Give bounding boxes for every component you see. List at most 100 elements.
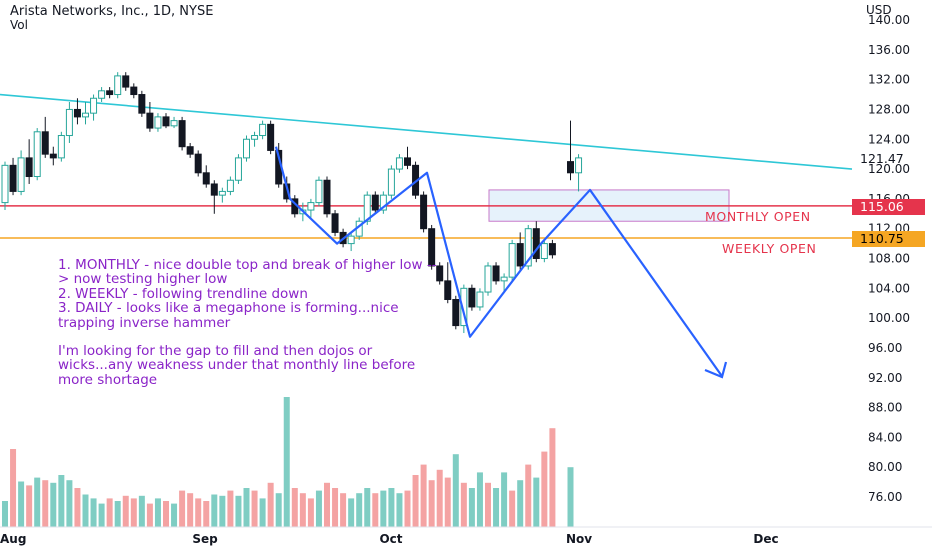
volume-bars — [2, 397, 574, 527]
candle-body — [49, 153, 57, 159]
volume-bar — [476, 472, 483, 527]
candle-body — [82, 112, 89, 118]
volume-bar — [243, 488, 250, 527]
candle-body — [210, 183, 218, 196]
volume-bar — [348, 498, 355, 527]
volume-bar — [509, 490, 516, 527]
candle-body — [363, 194, 371, 222]
candle-body — [404, 157, 411, 166]
analysis-notes: 1. MONTHLY - nice double top and break o… — [58, 258, 438, 387]
candle-body — [444, 280, 452, 300]
candle-body — [130, 86, 138, 96]
volume-bar — [82, 494, 89, 527]
volume-bar — [34, 477, 41, 527]
candle-body — [323, 179, 331, 215]
volume-bar — [356, 493, 363, 527]
note-daily: 3. DAILY - looks like a megaphone is for… — [58, 300, 399, 331]
symbol-title: Arista Networks, Inc., 1D, NYSE — [10, 4, 214, 19]
volume-bar — [90, 498, 97, 527]
candle-body — [90, 97, 98, 114]
descending-trendline — [0, 93, 853, 170]
candle-body — [508, 243, 516, 278]
candle-body — [484, 265, 492, 293]
price-tick: 80.00 — [868, 460, 902, 474]
candle-body — [524, 228, 532, 267]
volume-bar — [251, 490, 258, 527]
candle-body — [476, 291, 484, 308]
volume-bar — [114, 501, 121, 527]
candle-body — [532, 228, 540, 259]
candle-body — [243, 138, 250, 159]
volume-bar — [74, 488, 81, 527]
volume-bar — [501, 472, 508, 527]
volume-bar — [275, 493, 282, 527]
price-axis[interactable]: 140.00136.00132.00128.00124.00120.00116.… — [868, 13, 910, 504]
candle-body — [1, 164, 9, 204]
candle-body — [41, 131, 49, 155]
candle-body — [395, 157, 403, 170]
volume-bar — [154, 498, 161, 527]
price-tick: 120.00 — [868, 162, 910, 176]
volume-bar — [138, 495, 145, 527]
volume-bar — [364, 488, 371, 527]
candle-body — [460, 287, 468, 327]
last-price-label: 121.47 — [860, 151, 904, 166]
price-tick: 96.00 — [868, 341, 902, 355]
volume-bar — [412, 475, 419, 527]
price-tick: 140.00 — [868, 13, 910, 27]
volume-bar — [299, 493, 306, 527]
candle-body — [146, 112, 154, 129]
volume-bar — [493, 488, 500, 527]
volume-indicator-label[interactable]: Vol — [10, 18, 28, 32]
volume-bar — [567, 467, 574, 527]
volume-bar — [146, 503, 153, 527]
volume-bar — [444, 477, 451, 527]
candle-body — [114, 75, 122, 96]
candle-body — [57, 135, 65, 159]
volume-bar — [179, 490, 186, 527]
volume-bar — [203, 501, 210, 527]
candle-body — [347, 235, 355, 245]
candle-body — [65, 108, 73, 137]
price-tick: 136.00 — [868, 43, 910, 57]
volume-bar — [50, 482, 57, 527]
volume-bar — [468, 488, 475, 527]
volume-bar — [267, 482, 274, 527]
volume-bar — [235, 495, 242, 527]
volume-bar — [404, 490, 411, 527]
candle-body — [259, 123, 267, 137]
candle-body — [468, 287, 476, 308]
volume-bar — [428, 480, 435, 527]
volume-bar — [187, 493, 194, 527]
volume-bar — [388, 488, 395, 527]
price-tick: 100.00 — [868, 311, 910, 325]
currency-label: USD — [866, 3, 892, 17]
volume-bar — [541, 451, 548, 527]
note-monthly: 1. MONTHLY - nice double top and break o… — [58, 257, 437, 288]
time-axis[interactable]: Aug Sep Oct Nov Dec — [0, 526, 932, 546]
volume-bar — [18, 481, 25, 527]
candle-body — [331, 213, 339, 233]
volume-bar — [58, 475, 65, 527]
candle-body — [575, 157, 583, 174]
price-tick: 84.00 — [868, 430, 902, 444]
candle-body — [452, 298, 460, 327]
volume-bar — [10, 449, 17, 527]
note-plan: I'm looking for the gap to fill and then… — [58, 343, 416, 388]
candle-body — [25, 157, 33, 178]
volume-bar — [452, 454, 459, 527]
candle-body — [17, 157, 25, 192]
volume-bar — [106, 498, 113, 527]
candle-body — [540, 243, 548, 259]
monthly-price-tag: 115.06 — [852, 199, 925, 215]
candle-body — [226, 179, 234, 192]
volume-bar — [291, 488, 298, 527]
price-tick: 104.00 — [868, 281, 910, 295]
time-tick: Oct — [379, 532, 402, 546]
volume-bar — [307, 498, 314, 527]
time-tick: Aug — [0, 532, 26, 546]
volume-bar — [98, 503, 105, 527]
candle-body — [186, 146, 194, 155]
volume-bar — [171, 503, 178, 527]
